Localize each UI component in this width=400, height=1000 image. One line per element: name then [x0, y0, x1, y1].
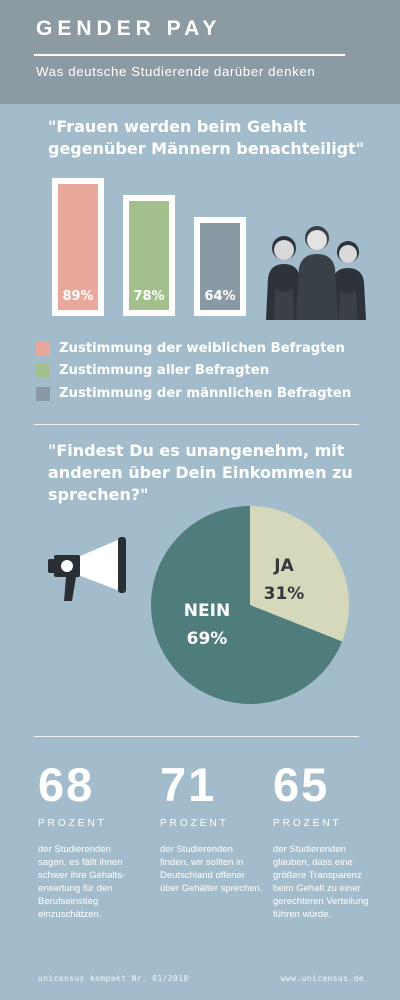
stat-3-unit: PROZENT — [273, 818, 342, 829]
footer-right: www.unicensus.de — [280, 974, 364, 983]
legend-label-female: Zustimmung der weiblichen Befragten — [59, 341, 345, 356]
stat-1-number: 68 — [38, 758, 95, 811]
pie-label-yes: JA 31% — [258, 552, 310, 608]
stat-1-desc: der Studierenden sagen, es fällt ihnen s… — [38, 844, 126, 920]
legend-swatch-male — [36, 386, 50, 401]
legend-swatch-female — [36, 341, 50, 356]
page-subtitle: Was deutsche Studierende darüber denken — [36, 64, 316, 79]
bar-all: 78% — [123, 195, 175, 316]
pie-label-no-text: NEIN — [183, 601, 231, 621]
title-underline — [34, 54, 345, 56]
legend-label-all: Zustimmung aller Befragten — [59, 363, 270, 378]
stat-2-number: 71 — [160, 758, 217, 811]
pie-label-yes-value: 31% — [263, 584, 305, 604]
stat-1: 68 PROZENT der Studierenden sagen, es fä… — [38, 760, 142, 921]
legend-swatch-all — [36, 363, 50, 378]
page-title: GENDER PAY — [36, 17, 222, 40]
bar-female-fill — [58, 184, 98, 310]
bar-female: 89% — [52, 178, 104, 316]
bar-male-label: 64% — [204, 289, 236, 304]
bar-male: 64% — [194, 217, 246, 316]
divider-1 — [34, 424, 359, 425]
bar-female-label: 89% — [62, 289, 94, 304]
stat-2-unit: PROZENT — [160, 818, 229, 829]
legend-item-all: Zustimmung aller Befragten — [36, 363, 269, 378]
megaphone-icon — [48, 537, 126, 601]
stat-2: 71 PROZENT der Studierenden finden, wir … — [160, 760, 264, 895]
bar-male-fill — [200, 223, 240, 310]
bar-all-fill — [129, 201, 169, 310]
bar-all-label: 78% — [133, 289, 165, 304]
legend-item-female: Zustimmung der weiblichen Befragten — [36, 341, 345, 356]
pie-label-no-value: 69% — [186, 629, 228, 649]
pie-slice-yes — [250, 506, 349, 642]
pie-slice-no — [150, 506, 343, 704]
question-1: "Frauen werden beim Gehalt gegenüber Män… — [48, 117, 365, 158]
header-band: GENDER PAY Was deutsche Studierende darü… — [0, 0, 400, 104]
stat-2-desc: der Studierenden finden, wir sollten in … — [160, 844, 263, 894]
pie-label-yes-text: JA — [274, 556, 294, 576]
pie-chart — [150, 506, 349, 704]
footer-left: unicensus kompakt Nr. 01/2018 — [38, 974, 189, 983]
stat-1-unit: PROZENT — [38, 818, 107, 829]
stat-3-number: 65 — [273, 758, 330, 811]
legend-label-male: Zustimmung der männlichen Befragten — [59, 386, 352, 401]
stat-3-desc: der Studierenden glauben, dass eine größ… — [273, 844, 369, 920]
legend-item-male: Zustimmung der männlichen Befragten — [36, 386, 351, 401]
question-2: "Findest Du es unangenehm, mit anderen ü… — [48, 441, 353, 504]
divider-2 — [34, 736, 359, 737]
people-icon — [266, 226, 366, 320]
pie-label-no: NEIN 69% — [176, 597, 238, 653]
stat-3: 65 PROZENT der Studierenden glauben, das… — [273, 760, 377, 921]
